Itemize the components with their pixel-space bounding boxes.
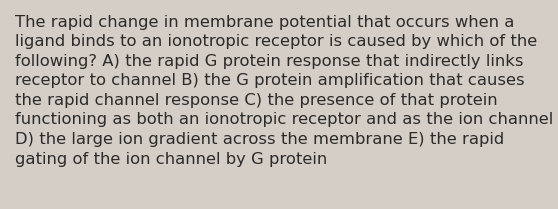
Text: The rapid change in membrane potential that occurs when a
ligand binds to an ion: The rapid change in membrane potential t… <box>15 15 554 167</box>
